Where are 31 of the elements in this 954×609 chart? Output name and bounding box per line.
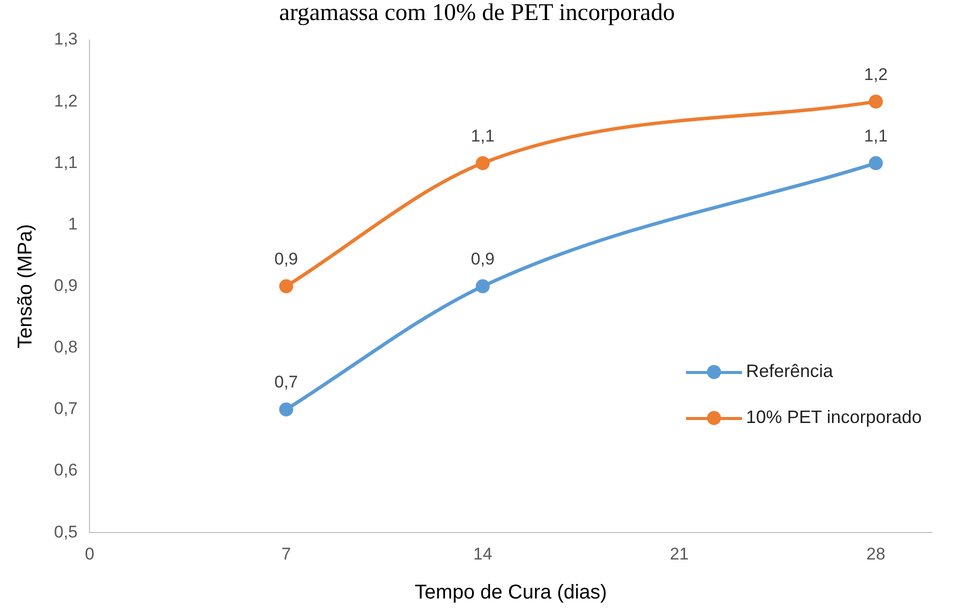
legend-label: Referência xyxy=(746,361,834,382)
y-tick-label: 0,8 xyxy=(54,338,78,357)
data-label: 1,2 xyxy=(864,64,888,84)
x-tick-label: 28 xyxy=(866,544,886,564)
data-label: 1,1 xyxy=(864,126,888,146)
point xyxy=(279,279,294,294)
point xyxy=(476,156,490,170)
data-label: 0,9 xyxy=(470,249,495,268)
data-label: 0,9 xyxy=(274,249,298,268)
x-axis-title: Tempo de Cura (dias) xyxy=(414,582,607,604)
y-tick-label: 0,9 xyxy=(54,276,78,295)
data-label: 1,1 xyxy=(470,126,495,146)
point xyxy=(279,402,294,416)
data-label: 0,7 xyxy=(274,372,298,392)
point xyxy=(476,279,490,294)
x-tick-label: 0 xyxy=(84,544,94,564)
y-tick-label: 0,7 xyxy=(54,399,78,418)
y-tick-label: 0,5 xyxy=(54,522,78,542)
chart-title: argamassa com 10% de PET incorporado xyxy=(278,0,676,27)
point xyxy=(868,156,883,170)
y-axis-title: Tensão (MPa) xyxy=(14,224,37,349)
x-tick-label: 7 xyxy=(281,544,291,564)
y-tick-label: 1 xyxy=(68,214,78,234)
x-tick-label: 14 xyxy=(473,544,492,564)
point xyxy=(868,94,883,109)
legend-label: 10% PET incorporado xyxy=(746,407,922,428)
y-tick-label: 1,2 xyxy=(54,91,78,110)
y-tick-label: 0,6 xyxy=(54,460,78,480)
x-tick-label: 21 xyxy=(670,544,689,564)
y-tick-label: 1,1 xyxy=(54,152,78,172)
y-tick-label: 1,3 xyxy=(54,30,78,49)
